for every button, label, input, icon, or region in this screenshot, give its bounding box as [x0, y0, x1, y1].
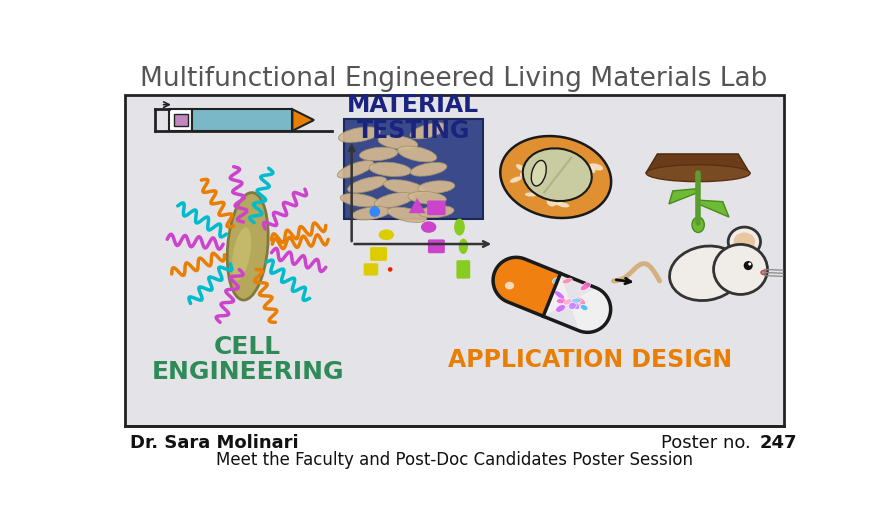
FancyBboxPatch shape — [370, 247, 387, 261]
Text: CELL
ENGINEERING: CELL ENGINEERING — [152, 335, 344, 385]
FancyBboxPatch shape — [428, 239, 445, 253]
Ellipse shape — [510, 177, 522, 182]
Ellipse shape — [556, 161, 563, 169]
Ellipse shape — [646, 165, 750, 181]
Ellipse shape — [410, 123, 447, 139]
FancyBboxPatch shape — [456, 260, 470, 279]
Text: MATERIAL
TESTING: MATERIAL TESTING — [347, 93, 479, 143]
Ellipse shape — [555, 291, 564, 299]
Text: Multifunctional Engineered Living Materials Lab: Multifunctional Engineered Living Materi… — [140, 66, 768, 92]
Ellipse shape — [338, 161, 374, 178]
Ellipse shape — [670, 246, 742, 301]
Ellipse shape — [581, 170, 591, 174]
FancyBboxPatch shape — [125, 95, 783, 426]
Circle shape — [744, 262, 752, 269]
Ellipse shape — [454, 219, 465, 236]
Ellipse shape — [384, 180, 424, 194]
Ellipse shape — [419, 206, 454, 218]
Text: Poster no.: Poster no. — [661, 434, 760, 452]
Ellipse shape — [532, 163, 543, 168]
Polygon shape — [646, 154, 750, 173]
Ellipse shape — [410, 162, 447, 176]
Ellipse shape — [540, 164, 550, 170]
Ellipse shape — [520, 170, 529, 178]
Circle shape — [369, 206, 380, 217]
Ellipse shape — [580, 282, 591, 290]
FancyBboxPatch shape — [363, 263, 378, 276]
Ellipse shape — [538, 161, 550, 169]
Ellipse shape — [360, 147, 398, 161]
Ellipse shape — [556, 298, 566, 304]
Ellipse shape — [563, 299, 572, 305]
Ellipse shape — [587, 165, 595, 173]
Ellipse shape — [761, 271, 766, 275]
Ellipse shape — [565, 165, 579, 171]
Circle shape — [748, 262, 751, 265]
Text: APPLICATION DESIGN: APPLICATION DESIGN — [448, 347, 733, 371]
Ellipse shape — [501, 136, 611, 218]
Ellipse shape — [232, 228, 251, 280]
Polygon shape — [669, 188, 698, 204]
FancyBboxPatch shape — [169, 109, 192, 131]
Ellipse shape — [347, 177, 386, 193]
Ellipse shape — [378, 229, 394, 240]
Ellipse shape — [576, 184, 583, 193]
Ellipse shape — [532, 161, 547, 186]
Ellipse shape — [580, 305, 588, 311]
Ellipse shape — [352, 206, 390, 220]
Ellipse shape — [552, 277, 560, 284]
Ellipse shape — [568, 174, 581, 182]
Ellipse shape — [338, 127, 380, 143]
Ellipse shape — [459, 239, 468, 254]
Polygon shape — [408, 198, 425, 213]
Ellipse shape — [505, 282, 514, 289]
Polygon shape — [543, 273, 610, 332]
Ellipse shape — [569, 302, 577, 310]
Ellipse shape — [227, 193, 268, 300]
FancyBboxPatch shape — [174, 114, 188, 126]
Ellipse shape — [555, 197, 564, 205]
Ellipse shape — [525, 193, 537, 196]
FancyBboxPatch shape — [427, 201, 446, 215]
Ellipse shape — [375, 193, 414, 208]
Ellipse shape — [713, 244, 767, 294]
Ellipse shape — [589, 163, 603, 171]
Circle shape — [388, 267, 392, 272]
FancyBboxPatch shape — [344, 119, 483, 219]
Ellipse shape — [418, 181, 455, 194]
Ellipse shape — [516, 164, 526, 172]
Ellipse shape — [387, 207, 427, 222]
Text: 247: 247 — [760, 434, 797, 452]
Ellipse shape — [557, 202, 570, 207]
Ellipse shape — [378, 135, 417, 149]
Ellipse shape — [523, 148, 592, 201]
Ellipse shape — [421, 221, 437, 233]
Polygon shape — [494, 257, 561, 316]
Ellipse shape — [569, 301, 579, 310]
Ellipse shape — [547, 199, 556, 206]
Ellipse shape — [556, 305, 565, 312]
FancyBboxPatch shape — [192, 109, 292, 131]
Text: Meet the Faculty and Post-Doc Candidates Poster Session: Meet the Faculty and Post-Doc Candidates… — [215, 451, 693, 469]
Ellipse shape — [734, 232, 755, 251]
Ellipse shape — [575, 302, 585, 306]
Ellipse shape — [398, 146, 437, 162]
Ellipse shape — [340, 194, 378, 207]
Ellipse shape — [555, 161, 563, 169]
Ellipse shape — [728, 227, 760, 256]
Ellipse shape — [369, 162, 411, 177]
Ellipse shape — [524, 159, 535, 169]
Polygon shape — [698, 200, 729, 217]
Ellipse shape — [571, 298, 581, 303]
Ellipse shape — [563, 278, 572, 284]
Ellipse shape — [692, 217, 704, 232]
Polygon shape — [292, 109, 314, 131]
Text: Dr. Sara Molinari: Dr. Sara Molinari — [130, 434, 299, 452]
Ellipse shape — [570, 303, 579, 309]
Ellipse shape — [408, 192, 447, 204]
Ellipse shape — [543, 177, 553, 181]
Ellipse shape — [576, 297, 586, 305]
